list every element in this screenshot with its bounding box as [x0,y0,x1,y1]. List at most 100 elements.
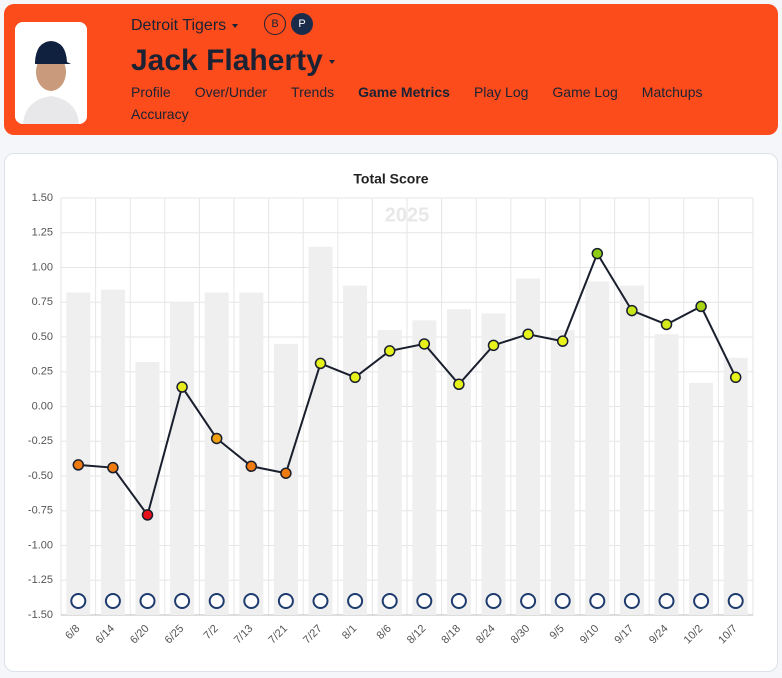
x-tick-label: 6/8 [63,623,82,642]
x-tick-label: 8/24 [474,623,498,647]
point [176,381,188,393]
team-logo [312,593,329,609]
badge[interactable]: B [264,13,286,35]
team-logo [381,593,398,609]
bar [446,309,471,615]
team-logo [693,593,710,609]
x-tick-label: 9/10 [578,623,602,647]
bar [723,357,748,615]
bar [481,313,506,615]
point [418,338,431,350]
player-header: Detroit Tigers B P Jack Flaherty Profile… [4,4,778,135]
y-tick-label: 1.50 [32,192,53,204]
bar [689,382,714,615]
nav-link[interactable]: Matchups [641,84,703,100]
bar [204,292,229,615]
y-tick-label: -1.50 [28,609,53,621]
nav-link[interactable]: Game Log [552,84,618,100]
y-tick-label: -1.00 [28,539,53,551]
x-tick-label: 6/20 [128,623,152,647]
x-tick-label: 6/14 [93,623,117,647]
point [72,459,85,471]
bar [100,289,125,615]
x-tick-label: 7/13 [232,623,256,647]
team-selector[interactable]: Detroit Tigers [131,17,239,35]
y-tick-label: -0.50 [28,470,53,482]
bar [619,285,644,615]
y-tick-label: 1.25 [32,227,53,239]
bar [273,343,298,615]
bar [308,246,333,615]
team-name[interactable]: Detroit Tigers [131,17,227,34]
bar [343,285,368,615]
team-logo [485,593,502,609]
point [729,371,742,384]
team-logo [416,593,433,609]
bar [66,292,91,615]
point [522,328,534,340]
nav-link[interactable]: Accuracy [131,106,189,122]
point [314,357,327,370]
nav-link[interactable]: Play Log [473,84,529,100]
x-tick-label: 10/7 [716,623,740,647]
team-logo [208,593,225,609]
team-logo [139,593,156,609]
chart-card: Total Score 2025 1.50 1.25 1.00 0.75 0.50 0.2… [4,153,778,672]
point [453,378,465,391]
x-tick-label: 8/6 [375,623,394,642]
team-logo [104,593,121,609]
point [107,461,119,474]
point [210,432,223,445]
bar [654,334,679,615]
point [591,247,604,260]
point [626,304,638,317]
team-logo [174,593,191,609]
team-logo [554,593,571,609]
nav-link[interactable]: Profile [131,84,171,100]
x-tick-label: 8/18 [439,623,463,647]
nav: Profile Over/Under Trends Game Metrics Play … [131,84,741,122]
chart-title: Total Score [353,171,428,187]
bar [377,330,402,615]
badges: B P [264,13,313,35]
x-tick-label: 7/2 [202,623,221,642]
bar [135,362,160,615]
point [660,318,673,331]
y-tick-label: 0.25 [32,366,53,378]
badge[interactable]: P [291,13,313,35]
x-tick-label: 7/27 [301,623,325,647]
x-tick-label: 9/17 [612,623,636,647]
point [141,509,154,521]
team-logo [347,593,364,609]
x-tick-label: 6/25 [163,623,187,647]
bar [412,320,437,615]
point [695,300,707,313]
x-tick-label: 9/5 [548,623,567,642]
point [556,335,569,347]
team-logo [727,593,744,609]
nav-link[interactable]: Trends [291,84,335,100]
y-tick-label: -0.75 [28,505,53,517]
y-tick-label: -0.25 [28,435,53,447]
bar [585,281,610,615]
x-tick-label: 8/1 [340,623,359,642]
point [349,371,361,384]
y-tick-label: 0.75 [32,296,53,308]
x-tick-label: 8/12 [405,623,429,647]
player-photo [15,22,87,124]
line [78,251,737,518]
bar [239,292,264,615]
nav-link[interactable]: Game Metrics [358,84,450,100]
nav-link[interactable]: Over/Under [194,84,268,100]
point [280,467,292,479]
team-logo [243,593,260,609]
team-logo [70,593,87,609]
player-selector[interactable]: Jack Flaherty [131,44,335,78]
x-tick-label: 8/30 [509,623,533,647]
x-tick-label: 9/24 [647,623,671,647]
player-name[interactable]: Jack Flaherty [131,44,323,77]
point [487,339,500,352]
point [245,460,258,473]
team-logo [658,593,675,609]
